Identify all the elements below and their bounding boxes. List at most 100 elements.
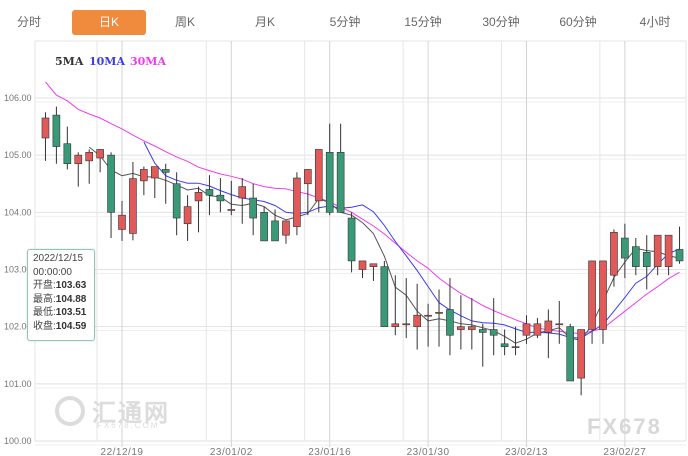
candle-up (194, 192, 203, 202)
tab-8[interactable]: 4小时 (639, 15, 671, 29)
tooltip-low: 最低:103.51 (33, 307, 87, 318)
x-tick-label: 23/02/13 (505, 447, 548, 456)
candle-down (642, 252, 651, 267)
y-tick-label: 106.00 (4, 93, 32, 103)
candle-down (271, 220, 279, 242)
candle-up (96, 149, 104, 159)
y-tick-label: 101.00 (4, 379, 32, 389)
tooltip-open: 开盘:103.63 (33, 280, 87, 291)
ohlc-tooltip: 2022/12/15 00:00:00 开盘:103.63 最高:104.88 … (27, 249, 95, 341)
candle-down (172, 183, 181, 219)
candle-up (599, 260, 607, 330)
tooltip-high: 最高:104.88 (33, 293, 87, 305)
tab-3[interactable]: 月K (254, 15, 275, 29)
legend-30ma: 30MA (130, 55, 167, 68)
candle-up (118, 214, 126, 230)
ma30-line (45, 81, 680, 335)
candle-up (544, 320, 553, 333)
candle-up (413, 314, 421, 327)
candle-down (347, 217, 356, 262)
y-tick-label: 102.00 (4, 322, 32, 332)
candle-down (446, 309, 454, 336)
candle-up (129, 178, 137, 234)
candle-down (632, 246, 640, 267)
candle-up (369, 263, 378, 267)
y-tick-label: 105.00 (4, 150, 32, 160)
candle-up (183, 206, 192, 225)
tooltip-date: 2022/12/15 (33, 253, 84, 264)
tab-1[interactable]: 日K (72, 10, 146, 35)
x-tick-label: 23/01/02 (210, 447, 253, 456)
candle-down (249, 197, 257, 219)
candle-down (489, 329, 498, 336)
plot-frame (34, 40, 687, 442)
candle-down (260, 212, 268, 242)
tab-6[interactable]: 30分钟 (482, 15, 520, 29)
candle-up (610, 232, 618, 276)
candle-up (457, 326, 465, 330)
candle-up (140, 169, 148, 182)
candle-up (653, 234, 662, 267)
tab-7[interactable]: 60分钟 (559, 15, 597, 29)
candle-down (621, 237, 629, 259)
watermark-logo-icon (55, 396, 85, 426)
candle-down (161, 169, 170, 173)
y-tick-label: 100.00 (4, 436, 32, 446)
candle-up (238, 186, 247, 199)
candle-down (205, 189, 214, 196)
y-tick-label: 104.00 (4, 207, 32, 217)
x-tick-label: 23/01/30 (407, 447, 450, 456)
candle-down (52, 114, 61, 147)
candle-up (511, 346, 520, 348)
candle-down (63, 143, 72, 165)
x-tick-label: 23/02/27 (603, 447, 646, 456)
candle-up (533, 323, 542, 336)
y-tick-label: 103.00 (4, 264, 32, 274)
candle-down (500, 343, 509, 347)
tab-0[interactable]: 分时 (16, 15, 41, 29)
candle-up (150, 166, 159, 179)
candle-up (391, 323, 400, 327)
x-tick-label: 23/01/16 (308, 447, 351, 456)
candle-up (304, 169, 312, 185)
watermark-corner: FX678 (587, 414, 662, 439)
watermark-url: FX678.COM (97, 421, 160, 430)
candle-up (74, 154, 83, 165)
candle-down (566, 326, 575, 382)
legend-10ma: 10MA (89, 55, 126, 68)
candle-up (227, 209, 236, 211)
candle-up (41, 117, 50, 139)
candle-up (555, 323, 564, 326)
period-tabs: 分时 日K 周K 月K 5分钟 15分钟 30分钟 60分钟 4小时 (0, 0, 688, 40)
candle-up (468, 326, 476, 330)
candle-down (107, 154, 115, 213)
candle-up (435, 312, 443, 314)
candle-up (314, 149, 323, 202)
candle-up (85, 151, 93, 162)
watermark-text: 汇通网 (92, 400, 170, 427)
candle-down (478, 329, 487, 333)
candle-down (380, 266, 389, 327)
candle-down (675, 249, 684, 262)
candle-up (664, 234, 673, 267)
tab-5[interactable]: 15分钟 (404, 15, 442, 29)
tooltip-close: 收盘:104.59 (33, 320, 87, 332)
candle-up (588, 260, 596, 330)
candle-up (522, 323, 531, 336)
tab-4[interactable]: 5分钟 (329, 15, 361, 29)
candle-up (424, 314, 432, 317)
candle-up (402, 323, 411, 326)
tab-2[interactable]: 周K (174, 15, 195, 29)
candle-down (336, 151, 345, 213)
ma10-line (143, 141, 680, 339)
legend-5ma: 5MA (55, 55, 84, 68)
tooltip-time: 00:00:00 (33, 266, 72, 278)
x-tick-label: 22/12/19 (101, 447, 144, 456)
candle-down (325, 151, 334, 213)
candle-up (282, 220, 290, 236)
candlestick-chart[interactable]: 106.00 105.00 104.00 103.00 102.00 101.00 100.… (0, 40, 688, 456)
candle-down (216, 194, 225, 202)
candle-up (577, 329, 585, 379)
candle-up (358, 260, 367, 270)
candle-up (293, 177, 301, 227)
